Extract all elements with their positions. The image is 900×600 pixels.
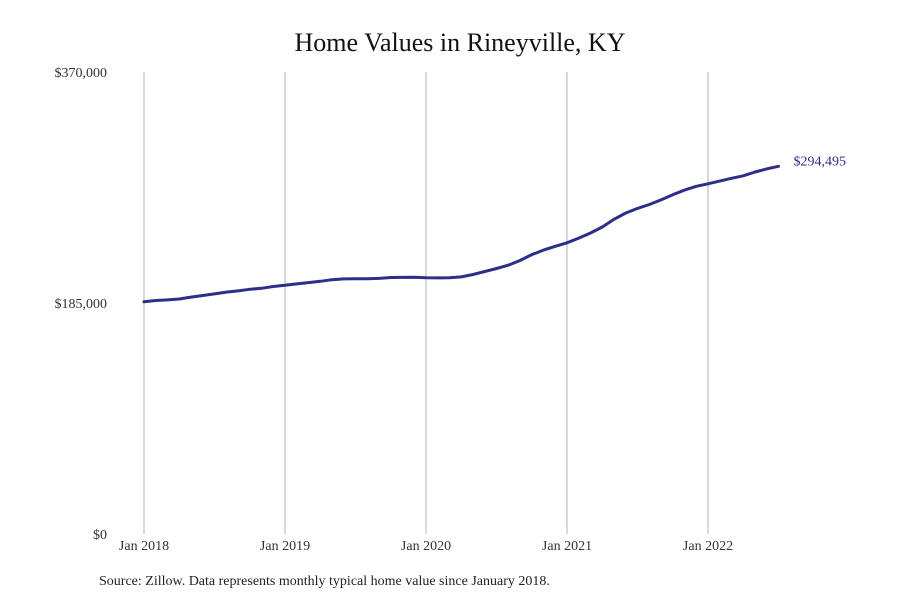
end-value-label: $294,495 <box>794 154 847 169</box>
x-tick-label: Jan 2020 <box>401 539 451 554</box>
x-tick-label: Jan 2019 <box>260 539 310 554</box>
x-axis-ticks: Jan 2018 Jan 2019 Jan 2020 Jan 2021 Jan 2022 <box>119 539 733 554</box>
x-tick-label: Jan 2022 <box>683 539 733 554</box>
y-tick-label: $370,000 <box>55 66 108 81</box>
y-tick-label: $185,000 <box>55 297 108 312</box>
x-tick-label: Jan 2021 <box>542 539 592 554</box>
y-tick-label: $0 <box>93 528 107 543</box>
home-value-line <box>142 164 780 304</box>
chart-title: Home Values in Rineyville, KY <box>295 28 626 57</box>
gridlines <box>143 72 709 534</box>
source-note: Source: Zillow. Data represents monthly … <box>99 574 550 589</box>
y-axis-ticks: $0 $185,000 $370,000 <box>55 66 108 543</box>
x-tick-label: Jan 2018 <box>119 539 169 554</box>
